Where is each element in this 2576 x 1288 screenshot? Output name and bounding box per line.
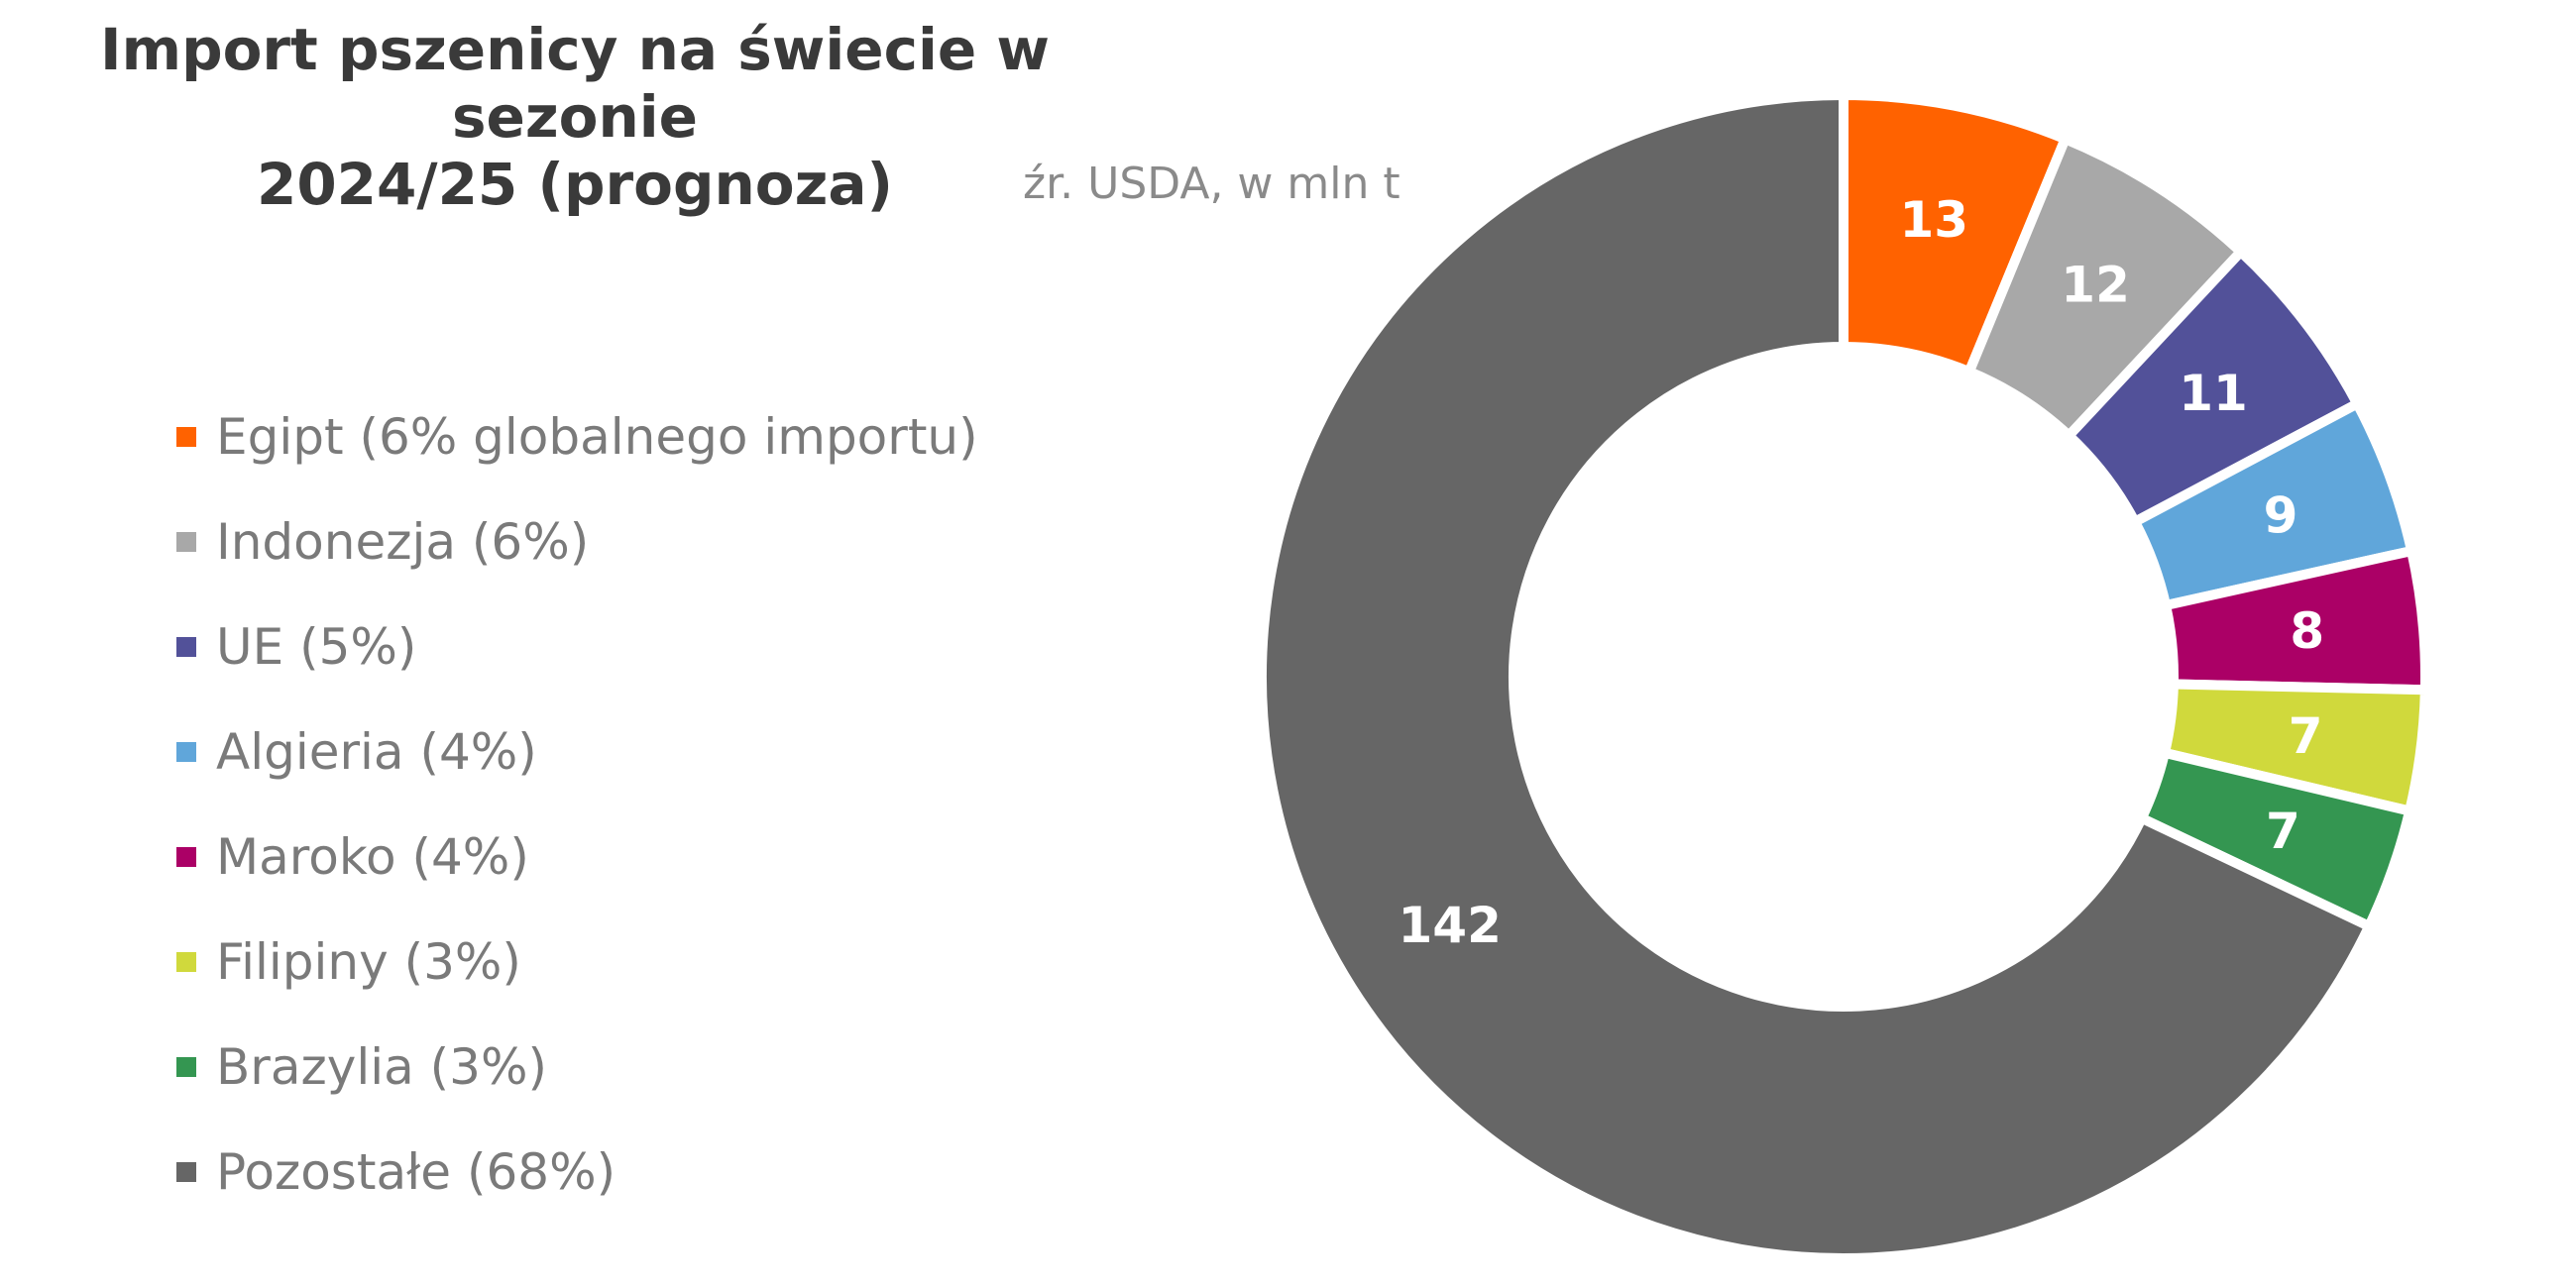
legend-item: Egipt (6% globalnego importu) — [176, 384, 978, 489]
slice-value-label: 8 — [2290, 602, 2324, 660]
legend-swatch — [176, 1162, 196, 1182]
slice-value-label: 7 — [2266, 803, 2300, 860]
legend-label: Pozostałe (68%) — [216, 1143, 616, 1201]
legend-label: Filipiny (3%) — [216, 933, 521, 991]
chart-title: Import pszenicy na świecie w sezonie 202… — [0, 16, 1150, 218]
legend-swatch — [176, 637, 196, 657]
legend-label: UE (5%) — [216, 618, 417, 676]
legend-item: Filipiny (3%) — [176, 910, 978, 1015]
chart-title-line-1: Import pszenicy na świecie w sezonie — [100, 16, 1050, 151]
slice-value-label: 12 — [2061, 257, 2130, 314]
legend-item: Indonezja (6%) — [176, 489, 978, 594]
legend-swatch — [176, 847, 196, 867]
legend-swatch — [176, 1057, 196, 1077]
donut-slices — [1257, 89, 2430, 1263]
donut-value-labels: 13 12 11 9 8 7 7 142 — [1399, 191, 2325, 954]
legend-label: Indonezja (6%) — [216, 513, 590, 571]
chart-legend: Egipt (6% globalnego importu) Indonezja (… — [176, 384, 978, 1225]
slice-value-label: 142 — [1399, 897, 1502, 954]
chart-title-line-2: 2024/25 (prognoza) — [256, 151, 894, 218]
slice-value-label: 7 — [2289, 707, 2323, 765]
legend-item: Brazylia (3%) — [176, 1015, 978, 1120]
legend-swatch — [176, 952, 196, 972]
legend-label: Maroko (4%) — [216, 828, 529, 886]
legend-label: Brazylia (3%) — [216, 1038, 547, 1096]
slice-value-label: 9 — [2264, 486, 2298, 544]
legend-swatch — [176, 532, 196, 552]
legend-item: Algieria (4%) — [176, 699, 978, 805]
legend-item: Pozostałe (68%) — [176, 1120, 978, 1225]
legend-swatch — [176, 427, 196, 447]
legend-label: Egipt (6% globalnego importu) — [216, 408, 978, 466]
donut-slice — [1257, 89, 2376, 1263]
legend-item: UE (5%) — [176, 594, 978, 699]
legend-label: Algieria (4%) — [216, 723, 537, 781]
slice-value-label: 11 — [2179, 365, 2248, 422]
legend-item: Maroko (4%) — [176, 805, 978, 910]
chart-source-note: źr. USDA, w mln t — [1023, 159, 1400, 209]
slice-value-label: 13 — [1899, 191, 1968, 249]
legend-swatch — [176, 742, 196, 762]
